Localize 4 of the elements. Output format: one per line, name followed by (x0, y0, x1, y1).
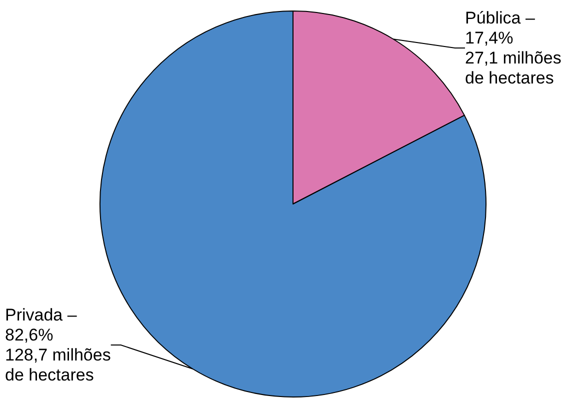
data-label: 82,6% 128,7 milhões de hectares (5, 326, 111, 384)
slice-label: Pública – (465, 8, 536, 28)
slice-label: Privada – (5, 306, 78, 324)
data-label: 17,4% 27,1 milhões de hectares (465, 28, 562, 88)
